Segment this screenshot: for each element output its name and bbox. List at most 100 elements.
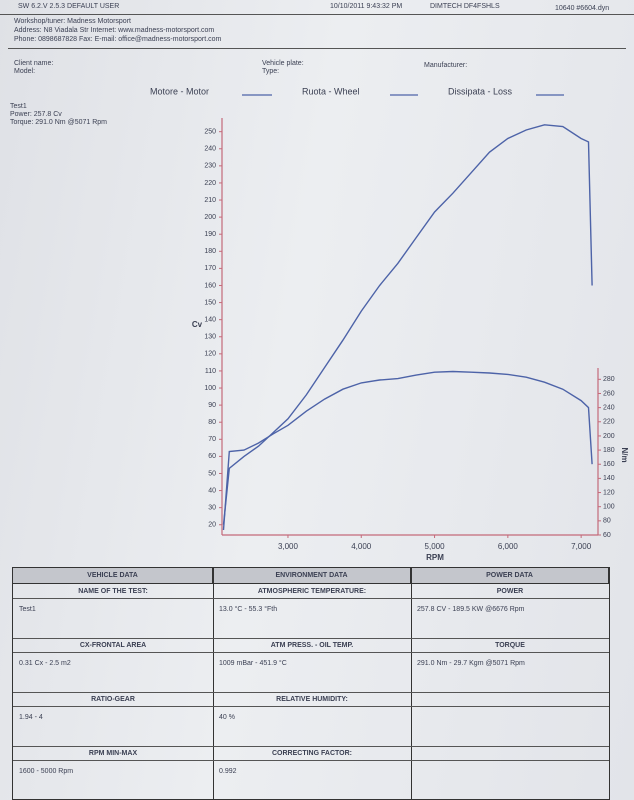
y2-tick-label: 120 bbox=[603, 489, 615, 496]
y-axis-label: Cv bbox=[192, 320, 203, 329]
y2-tick-label: 240 bbox=[603, 404, 615, 411]
y-tick-label: 90 bbox=[208, 402, 216, 409]
client-name: Client name: bbox=[14, 60, 54, 67]
y-tick-label: 120 bbox=[204, 351, 216, 358]
x-tick-label: 7,000 bbox=[571, 542, 592, 551]
y-tick-label: 20 bbox=[208, 522, 216, 529]
cell-value: 0.992 bbox=[219, 768, 237, 775]
y2-tick-label: 220 bbox=[603, 419, 615, 426]
y-tick-label: 80 bbox=[208, 419, 216, 426]
workshop: Workshop/tuner: Madness Motorsport bbox=[14, 18, 131, 25]
cell-value: 291.0 Nm - 29.7 Kgm @5071 Rpm bbox=[417, 660, 525, 667]
table-header: VEHICLE DATA bbox=[13, 568, 213, 584]
y-tick-label: 190 bbox=[204, 231, 216, 238]
test-power: Power: 257.8 Cv bbox=[10, 111, 62, 118]
y-tick-label: 70 bbox=[208, 436, 216, 443]
table-header: POWER DATA bbox=[411, 568, 609, 584]
rule bbox=[8, 48, 626, 49]
y2-tick-label: 100 bbox=[603, 504, 615, 511]
datetime: 10/10/2011 9:43:32 PM bbox=[330, 3, 403, 10]
y-tick-label: 210 bbox=[204, 197, 216, 204]
col-divider bbox=[411, 568, 412, 799]
y-tick-label: 230 bbox=[204, 163, 216, 170]
cell-label: CX-FRONTAL AREA bbox=[79, 642, 147, 649]
x-tick-label: 6,000 bbox=[498, 542, 519, 551]
y2-tick-label: 80 bbox=[603, 518, 611, 525]
x-tick-label: 3,000 bbox=[278, 542, 299, 551]
cell-value: 0.31 Cx - 2.5 m2 bbox=[19, 660, 71, 667]
cell-value: Test1 bbox=[19, 606, 36, 613]
y-tick-label: 150 bbox=[204, 299, 216, 306]
y2-tick-label: 140 bbox=[603, 475, 615, 482]
chart: Motore - Motor Ruota - Wheel Dissipata - L… bbox=[150, 86, 629, 562]
y-tick-label: 130 bbox=[204, 334, 216, 341]
y2-tick-label: 260 bbox=[603, 390, 615, 397]
row-divider bbox=[13, 706, 609, 707]
y-tick-label: 170 bbox=[204, 265, 216, 272]
legend-label: Motore - Motor bbox=[150, 86, 209, 96]
cell-label: ATMOSPHERIC TEMPERATURE: bbox=[257, 588, 367, 595]
cell-label: ATM PRESS. - OIL TEMP. bbox=[270, 642, 354, 649]
cell-value: 1009 mBar - 451.9 °C bbox=[219, 660, 287, 667]
cell-label: RPM MIN-MAX bbox=[88, 750, 138, 757]
test-torque: Torque: 291.0 Nm @5071 Rpm bbox=[10, 119, 107, 126]
manufacturer: Manufacturer: bbox=[424, 62, 468, 69]
legend-label: Dissipata - Loss bbox=[448, 86, 513, 96]
x-tick-label: 5,000 bbox=[425, 542, 446, 551]
x-axis-label: RPM bbox=[426, 553, 444, 562]
row-divider bbox=[13, 760, 609, 761]
y-tick-label: 200 bbox=[204, 214, 216, 221]
cell-value: 13.0 °C - 55.3 °Fth bbox=[219, 606, 278, 613]
y2-axis-label: N/m bbox=[620, 447, 629, 462]
cell-label: POWER bbox=[496, 588, 524, 595]
y-tick-label: 220 bbox=[204, 180, 216, 187]
vehicle-plate: Vehicle plate: bbox=[262, 60, 304, 67]
row-divider bbox=[13, 598, 609, 599]
y-tick-label: 60 bbox=[208, 453, 216, 460]
header-bar bbox=[0, 0, 634, 15]
row-divider bbox=[13, 638, 609, 639]
phone: Phone: 0898687828 Fax: E-mail: office@ma… bbox=[14, 36, 222, 43]
software: SW 6.2.V 2.5.3 DEFAULT USER bbox=[18, 3, 120, 10]
file: 10640 #6604.dyn bbox=[555, 5, 610, 12]
row-divider bbox=[13, 746, 609, 747]
y-tick-label: 180 bbox=[204, 248, 216, 255]
cell-value: 1.94 - 4 bbox=[19, 714, 43, 721]
legend-label: Ruota - Wheel bbox=[302, 86, 360, 96]
test-name: Test1 bbox=[10, 103, 27, 110]
cell-label: NAME OF THE TEST: bbox=[78, 588, 148, 595]
y2-tick-label: 280 bbox=[603, 376, 615, 383]
y-tick-label: 250 bbox=[204, 129, 216, 136]
y2-tick-label: 160 bbox=[603, 461, 615, 468]
y-tick-label: 160 bbox=[204, 282, 216, 289]
y-tick-label: 100 bbox=[204, 385, 216, 392]
model: Model: bbox=[14, 68, 36, 75]
row-divider bbox=[13, 652, 609, 653]
col-divider bbox=[213, 568, 214, 799]
y-tick-label: 110 bbox=[205, 368, 216, 375]
cell-value: 40 % bbox=[219, 714, 235, 721]
y2-tick-label: 200 bbox=[603, 433, 615, 440]
y2-tick-label: 60 bbox=[603, 532, 611, 539]
row-divider bbox=[13, 692, 609, 693]
x-tick-label: 4,000 bbox=[351, 542, 372, 551]
y-tick-label: 50 bbox=[208, 470, 216, 477]
cell-label: RELATIVE HUMIDITY: bbox=[276, 696, 348, 703]
cell-label: RATIO-GEAR bbox=[91, 696, 135, 703]
cell-label: CORRECTING FACTOR: bbox=[272, 750, 352, 757]
cell-value: 1600 - 5000 Rpm bbox=[19, 768, 74, 775]
curve bbox=[222, 370, 593, 531]
cell-label: TORQUE bbox=[495, 642, 525, 649]
y-tick-label: 40 bbox=[208, 487, 216, 494]
type: Type: bbox=[262, 68, 280, 75]
curve bbox=[222, 124, 593, 525]
cell-value: 257.8 CV - 189.5 KW @6676 Rpm bbox=[417, 606, 525, 613]
table-header: ENVIRONMENT DATA bbox=[213, 568, 411, 584]
device: DIMTECH DF4FSHLS bbox=[430, 3, 500, 10]
y-tick-label: 240 bbox=[204, 146, 216, 153]
data-table: VEHICLE DATA ENVIRONMENT DATA POWER DATA NA… bbox=[12, 567, 610, 800]
address: Address: N8 Viadala Str Internet: www.ma… bbox=[14, 27, 215, 34]
y-tick-label: 140 bbox=[204, 317, 216, 324]
